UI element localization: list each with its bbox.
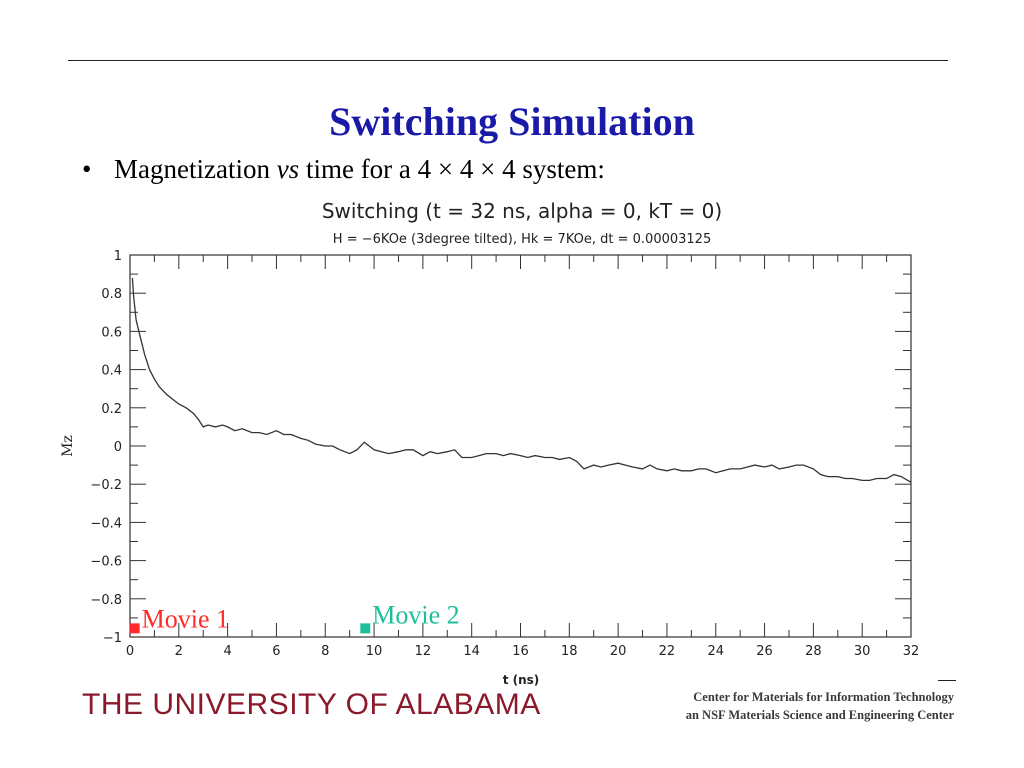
y-tick-label: −1	[103, 631, 122, 646]
chart-subtitle: H = −6KOe (3degree tilted), Hk = 7KOe, d…	[333, 232, 711, 247]
x-tick-label: 10	[366, 644, 383, 659]
center-line-2: an NSF Materials Science and Engineering…	[685, 708, 954, 722]
movie-label-1: Movie 1	[142, 604, 229, 633]
x-tick-label: 12	[415, 644, 432, 659]
bullet-marker: •	[82, 154, 92, 184]
x-tick-label: 6	[272, 644, 280, 659]
center-credit: Center for Materials for Information Tec…	[686, 688, 954, 724]
x-tick-label: 26	[756, 644, 773, 659]
plot-frame	[129, 254, 912, 638]
x-tick-label: 30	[854, 644, 871, 659]
movie-marker-2	[360, 623, 371, 634]
x-tick-label: 16	[512, 644, 529, 659]
y-tick-label: 0.8	[101, 287, 122, 302]
x-tick-label: 18	[561, 644, 578, 659]
x-tick-label: 2	[175, 644, 183, 659]
y-tick-label: −0.4	[90, 516, 122, 531]
bullet-text-after: time for a 4 × 4 × 4 system:	[299, 154, 605, 184]
movie-label-2: Movie 2	[372, 600, 459, 629]
x-tick-label: 28	[805, 644, 822, 659]
university-logo-text: THE UNIVERSITY OF ALABAMA	[82, 688, 541, 721]
bullet-item: • Magnetization vs time for a 4 × 4 × 4 s…	[82, 154, 605, 185]
y-tick-label: −0.6	[90, 555, 122, 570]
x-tick-label: 0	[126, 644, 134, 659]
x-tick-label: 32	[903, 644, 920, 659]
slide-title: Switching Simulation	[329, 99, 695, 144]
y-tick-label: −0.8	[90, 593, 122, 608]
x-tick-label: 14	[463, 644, 480, 659]
y-tick-label: 0.6	[101, 325, 122, 340]
axis-ticks	[129, 254, 912, 638]
movie-marker-1	[129, 623, 140, 634]
x-tick-labels: 0 2 4 6 8 10 12 14 16 18 20 22 24 26 28 30 32	[126, 644, 919, 659]
movie-annotations: Movie 1 Movie 2	[129, 600, 460, 634]
y-tick-label: 0.4	[101, 364, 122, 379]
y-tick-labels: −1 −0.8 −0.6 −0.4 −0.2 0 0.2 0.4 0.6 0.8 1	[90, 249, 122, 646]
bullet-text-italic: vs	[276, 154, 300, 184]
y-tick-label: 0.2	[101, 402, 122, 417]
footer-dash	[938, 680, 956, 681]
x-tick-label: 8	[321, 644, 329, 659]
x-tick-label: 22	[659, 644, 676, 659]
y-tick-label: 0	[114, 440, 122, 455]
center-line-1: Center for Materials for Information Tec…	[693, 690, 954, 704]
mz-series-line	[131, 277, 912, 483]
x-tick-label: 20	[610, 644, 627, 659]
x-tick-label: 4	[223, 644, 231, 659]
top-rule	[68, 60, 948, 61]
y-tick-label: 1	[114, 249, 122, 264]
chart-title: Switching (t = 32 ns, alpha = 0, kT = 0)	[322, 199, 722, 223]
y-axis-label: Mz	[60, 435, 76, 457]
bullet-text-before: Magnetization	[114, 154, 277, 184]
x-tick-label: 24	[707, 644, 724, 659]
y-tick-label: −0.2	[90, 478, 122, 493]
x-axis-label: t (ns)	[503, 673, 540, 687]
